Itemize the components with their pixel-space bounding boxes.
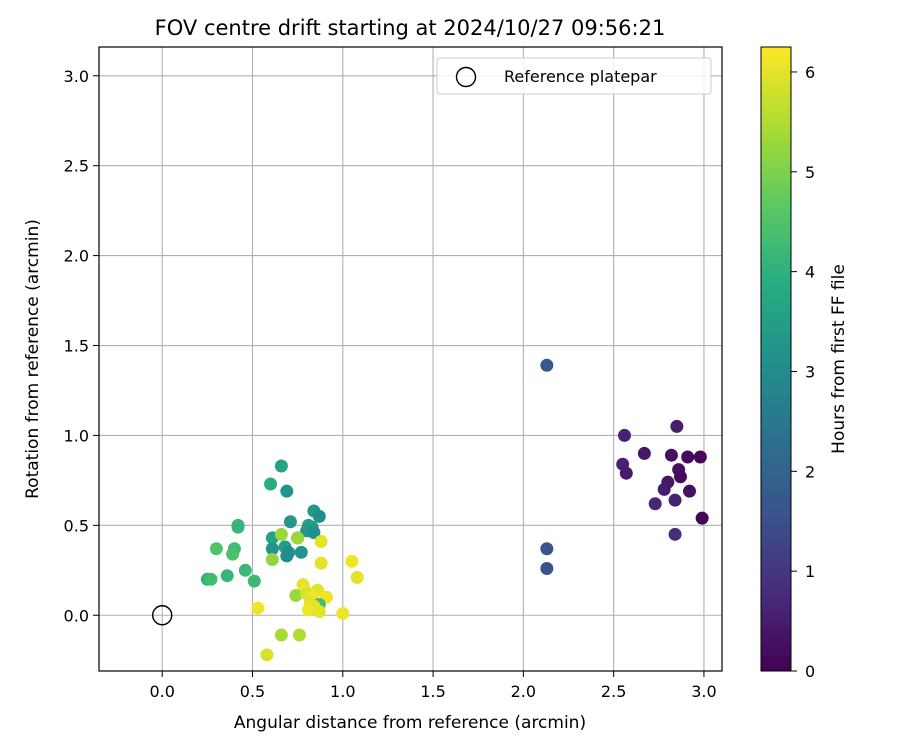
data-point — [220, 569, 234, 583]
data-point — [312, 509, 326, 523]
data-point — [209, 542, 223, 556]
colorbar-tick-label: 5 — [805, 163, 815, 182]
data-point — [251, 601, 265, 615]
data-point — [681, 450, 695, 464]
x-axis-ticks: 0.0 0.5 1.0 1.5 2.0 2.5 3.0 — [149, 671, 717, 701]
data-point — [668, 527, 682, 541]
plot-frame — [98, 46, 723, 672]
data-point — [695, 511, 709, 525]
data-point — [231, 520, 245, 534]
data-point — [247, 574, 261, 588]
legend-label: Reference platepar — [504, 67, 657, 86]
y-tick-label: 2.5 — [64, 157, 89, 176]
chart-title: FOV centre drift starting at 2024/10/27 … — [155, 16, 666, 40]
data-point — [617, 428, 631, 442]
legend: Reference platepar — [436, 57, 712, 95]
data-point — [540, 542, 554, 556]
data-point — [280, 484, 294, 498]
colorbar-ticks: 0 1 2 3 4 5 6 — [791, 63, 815, 681]
data-point — [657, 482, 671, 496]
colorbar-tick-label: 6 — [805, 63, 815, 82]
data-point — [668, 493, 682, 507]
reference-marker-group — [152, 605, 173, 626]
y-tick-label: 0.5 — [64, 516, 89, 535]
y-tick-label: 0.0 — [64, 606, 89, 625]
colorbar-label: Hours from first FF file — [829, 264, 849, 454]
x-tick-label: 1.0 — [330, 682, 355, 701]
data-point — [280, 549, 294, 563]
legend-box — [436, 57, 712, 95]
colorbar-tick-label: 0 — [805, 662, 815, 681]
colorbar-tick-label: 4 — [805, 263, 815, 282]
data-point — [637, 446, 651, 460]
y-axis-label: Rotation from reference (arcmin) — [23, 219, 43, 499]
data-point — [226, 547, 240, 561]
data-point — [693, 450, 707, 464]
data-point — [204, 572, 218, 586]
data-point — [336, 606, 350, 620]
data-point — [264, 477, 278, 491]
data-point — [314, 556, 328, 570]
data-point — [265, 542, 279, 556]
x-tick-label: 0.5 — [240, 682, 265, 701]
x-tick-label: 2.0 — [511, 682, 536, 701]
data-point — [238, 563, 252, 577]
data-point — [274, 628, 288, 642]
x-tick-label: 3.0 — [691, 682, 716, 701]
colorbar-gradient — [760, 46, 792, 672]
colorbar-tick-label: 2 — [805, 462, 815, 481]
data-point — [540, 358, 554, 372]
y-tick-label: 3.0 — [64, 67, 89, 86]
x-tick-label: 2.5 — [601, 682, 626, 701]
data-point — [350, 570, 364, 584]
y-axis-ticks: 0.0 0.5 1.0 1.5 2.0 2.5 3.0 — [64, 67, 99, 625]
data-point — [648, 497, 662, 511]
data-point — [345, 554, 359, 568]
x-tick-label: 0.0 — [149, 682, 174, 701]
y-tick-label: 2.0 — [64, 247, 89, 266]
colorbar-tick-label: 1 — [805, 562, 815, 581]
data-point — [314, 535, 328, 549]
data-point — [260, 648, 274, 662]
data-point — [664, 448, 678, 462]
data-point — [265, 553, 279, 567]
data-point — [274, 459, 288, 473]
data-points — [200, 358, 709, 662]
data-point — [291, 531, 305, 545]
data-point — [274, 527, 288, 541]
data-point — [682, 484, 696, 498]
data-point — [673, 470, 687, 484]
x-axis-label: Angular distance from reference (arcmin) — [234, 713, 586, 733]
data-point — [292, 628, 306, 642]
data-point — [289, 588, 303, 602]
legend-marker-icon — [455, 66, 477, 88]
data-point — [619, 466, 633, 480]
y-tick-label: 1.5 — [64, 337, 89, 356]
data-point — [307, 526, 321, 540]
grid-lines — [99, 47, 722, 671]
y-tick-label: 1.0 — [64, 426, 89, 445]
data-point — [301, 603, 315, 617]
data-point — [294, 545, 308, 559]
data-point — [283, 515, 297, 529]
colorbar: 0 1 2 3 4 5 6 Hours from first FF file — [760, 46, 849, 681]
data-point — [670, 419, 684, 433]
data-point — [312, 605, 326, 619]
x-tick-label: 1.5 — [420, 682, 445, 701]
data-point — [540, 561, 554, 575]
colorbar-tick-label: 3 — [805, 362, 815, 381]
reference-marker — [152, 605, 173, 626]
